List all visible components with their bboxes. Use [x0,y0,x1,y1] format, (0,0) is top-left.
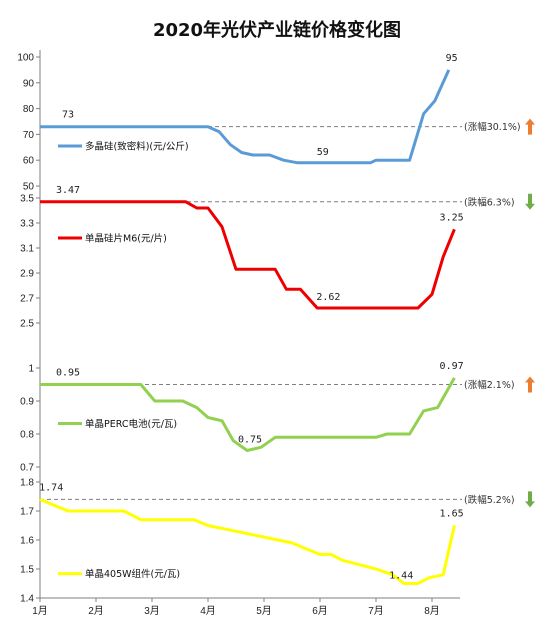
y-tick-label: 1 [28,364,34,375]
data-label: 1.74 [39,482,63,493]
change-annotation: (涨幅2.1%) [464,379,515,391]
data-label: 0.95 [56,368,80,379]
arrow-down-icon [525,491,535,508]
legend-label: 单晶硅片M6(元/片) [85,233,167,245]
arrow-down-icon [525,193,535,210]
y-tick-label: 0.9 [20,397,34,408]
change-annotation: (跌幅5.2%) [464,494,515,506]
data-label: 3.47 [56,185,80,196]
x-tick-label: 7月 [368,605,384,617]
y-tick-label: 0.8 [20,430,34,441]
y-tick-label: 0.7 [20,463,34,474]
arrow-up-icon [525,118,535,135]
y-tick-label: 100 [17,53,34,64]
y-tick-label: 2.5 [20,319,34,330]
y-tick-label: 2.9 [20,269,34,280]
x-tick-label: 2月 [88,605,104,617]
y-tick-label: 1.8 [20,478,34,489]
data-label: 95 [446,53,458,64]
y-tick-label: 3.5 [20,194,34,205]
x-tick-label: 5月 [256,605,272,617]
y-tick-label: 1.4 [20,594,34,605]
data-label: 59 [317,147,329,158]
change-annotation: (涨幅30.1%) [464,121,521,133]
data-label: 3.25 [440,212,464,223]
data-label: 1.44 [389,570,413,581]
series-line [40,69,451,165]
x-tick-label: 4月 [200,605,216,617]
legend-label: 单晶405W组件(元/瓦) [85,568,180,580]
y-tick-label: 70 [23,130,35,141]
y-tick-label: 60 [23,156,35,167]
y-tick-label: 3.1 [20,244,34,255]
series-line [40,377,456,452]
legend-label: 多晶硅(致密料)(元/公斤) [85,141,189,153]
data-label: 0.97 [440,361,464,372]
x-tick-label: 1月 [32,605,48,617]
x-tick-label: 8月 [424,605,440,617]
change-annotation: (跌幅6.3%) [464,196,515,208]
y-tick-label: 3.3 [20,219,34,230]
x-tick-label: 6月 [312,605,328,617]
y-tick-label: 1.5 [20,565,34,576]
y-tick-label: 1.6 [20,536,34,547]
series-line [40,200,456,310]
data-label: 73 [62,110,74,121]
data-label: 2.62 [316,292,340,303]
legend-label: 单晶PERC电池(元/瓦) [85,418,177,430]
y-tick-label: 50 [23,182,35,193]
x-tick-label: 3月 [144,605,160,617]
y-tick-label: 80 [23,104,35,115]
y-tick-label: 1.7 [20,507,34,518]
chart-title: 2020年光伏产业链价格变化图 [152,20,402,41]
data-label: 1.65 [440,509,464,520]
series-line [39,498,456,585]
arrow-up-icon [525,376,535,393]
y-tick-label: 2.7 [20,294,34,305]
data-label: 0.75 [238,435,262,446]
y-tick-label: 90 [23,78,35,89]
